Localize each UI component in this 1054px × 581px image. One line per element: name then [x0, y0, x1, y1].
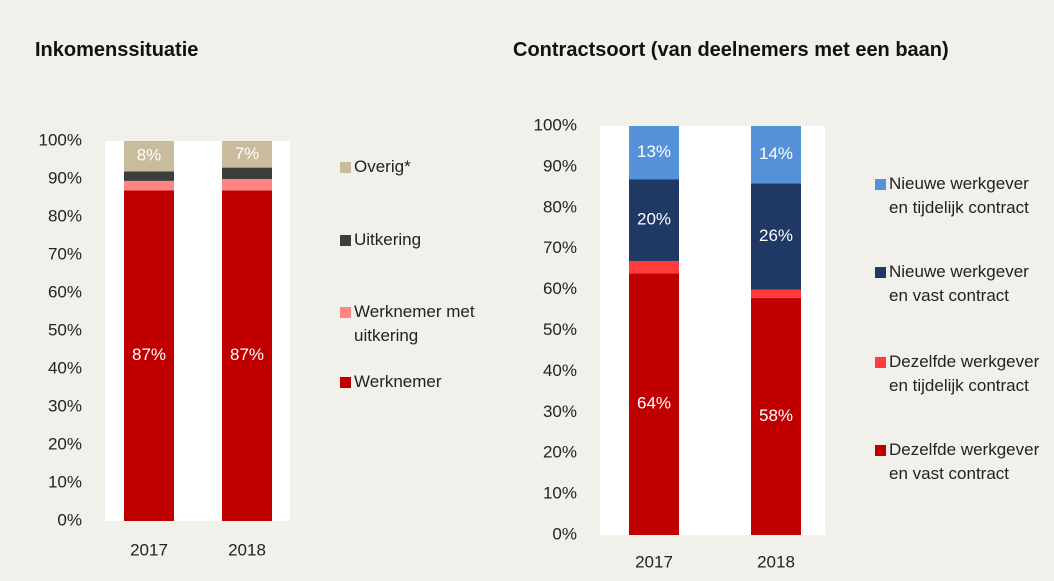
x-tick-label: 2018	[228, 540, 266, 559]
legend-swatch	[340, 162, 351, 173]
value-label: 20%	[637, 210, 671, 229]
bar-segment	[751, 289, 801, 298]
value-label: 26%	[759, 226, 793, 245]
y-tick-label: 50%	[48, 320, 82, 339]
legend-swatch	[340, 377, 351, 388]
bar-segment	[124, 190, 174, 521]
legend-label: Nieuwe werkgever en vast contract	[889, 262, 1029, 305]
legend-entry: Dezelfde werkgever en vast contract	[875, 438, 1045, 486]
x-tick-label: 2017	[130, 540, 168, 559]
value-label: 64%	[637, 394, 671, 413]
value-label: 8%	[137, 146, 162, 165]
legend-label: Overig*	[354, 157, 411, 176]
legend-entry: Werknemer	[340, 370, 490, 394]
y-tick-label: 10%	[543, 484, 577, 503]
y-tick-label: 60%	[48, 282, 82, 301]
legend-swatch	[340, 235, 351, 246]
y-tick-label: 100%	[534, 115, 577, 134]
bar-segment	[124, 180, 174, 191]
legend-swatch	[340, 307, 351, 318]
legend-entry: Dezelfde werkgever en tijdelijk contract	[875, 350, 1045, 398]
value-label: 7%	[235, 144, 260, 163]
bar-segment	[124, 141, 174, 172]
legend-swatch	[875, 357, 886, 368]
y-tick-label: 20%	[48, 434, 82, 453]
legend-label: Uitkering	[354, 230, 422, 249]
value-label: 87%	[230, 345, 264, 364]
legend-entry: Overig*	[340, 155, 490, 179]
bar-segment	[629, 273, 679, 535]
y-tick-label: 40%	[543, 361, 577, 380]
bar-segment	[629, 260, 679, 274]
y-tick-label: 30%	[48, 396, 82, 415]
y-tick-label: 0%	[57, 510, 82, 529]
bar-segment	[629, 126, 679, 180]
legend-swatch	[875, 445, 886, 456]
bars	[124, 141, 272, 521]
y-tick-label: 40%	[48, 358, 82, 377]
x-tick-label: 2018	[757, 552, 795, 571]
y-tick-label: 100%	[39, 130, 82, 149]
bar-segment	[222, 167, 272, 179]
y-tick-label: 50%	[543, 320, 577, 339]
bar-segment	[629, 179, 679, 261]
bar-segment	[124, 171, 174, 181]
value-label: 58%	[759, 406, 793, 425]
y-tick-label: 80%	[543, 197, 577, 216]
value-label: 14%	[759, 144, 793, 163]
legend-entry: Werknemer met uitkering	[340, 300, 490, 348]
legend-entry: Nieuwe werkgever en vast contract	[875, 260, 1045, 308]
value-label: 87%	[132, 345, 166, 364]
bar-segment	[222, 190, 272, 521]
y-tick-label: 70%	[48, 244, 82, 263]
legend-label: Nieuwe werkgever en tijdelijk contract	[889, 174, 1029, 217]
bar-segment	[751, 183, 801, 290]
y-tick-label: 30%	[543, 402, 577, 421]
legend-entry: Nieuwe werkgever en tijdelijk contract	[875, 172, 1045, 220]
y-tick-label: 60%	[543, 279, 577, 298]
bar-segment	[222, 141, 272, 168]
bar-segment	[751, 126, 801, 184]
legend-label: Dezelfde werkgever en vast contract	[889, 440, 1040, 483]
legend-swatch	[875, 267, 886, 278]
legend-swatch	[875, 179, 886, 190]
bar-segment	[751, 297, 801, 535]
bars	[629, 126, 801, 535]
y-tick-label: 80%	[48, 206, 82, 225]
y-tick-label: 20%	[543, 443, 577, 462]
legend-label: Dezelfde werkgever en tijdelijk contract	[889, 352, 1040, 395]
legend-label: Werknemer met uitkering	[354, 302, 475, 345]
y-tick-label: 10%	[48, 472, 82, 491]
x-tick-label: 2017	[635, 552, 673, 571]
chart-title: Contractsoort (van deelnemers met een ba…	[513, 39, 949, 61]
y-tick-label: 90%	[48, 168, 82, 187]
y-tick-label: 70%	[543, 238, 577, 257]
bar-segment	[222, 179, 272, 191]
y-tick-label: 0%	[552, 524, 577, 543]
legend-entry: Uitkering	[340, 228, 490, 252]
value-label: 13%	[637, 142, 671, 161]
legend-label: Werknemer	[354, 372, 442, 391]
y-tick-label: 90%	[543, 156, 577, 175]
chart-title: Inkomenssituatie	[35, 39, 199, 61]
